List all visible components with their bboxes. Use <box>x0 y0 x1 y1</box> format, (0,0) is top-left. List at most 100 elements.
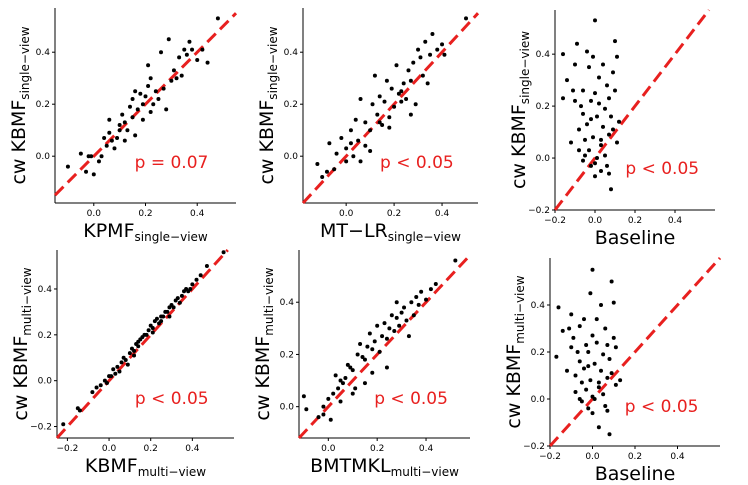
data-point <box>148 76 153 81</box>
data-point <box>428 287 433 292</box>
y-tick-label: 0.0 <box>36 152 51 162</box>
data-point <box>573 62 577 67</box>
data-point <box>440 42 445 47</box>
data-point <box>406 68 411 73</box>
x-tick-label: 0.4 <box>190 209 205 219</box>
data-point <box>332 167 337 172</box>
data-point <box>569 140 573 145</box>
data-point <box>589 163 593 168</box>
data-point <box>65 164 70 169</box>
x-tick-label: 0.2 <box>387 209 401 219</box>
data-point <box>351 154 356 159</box>
data-point <box>355 352 360 357</box>
data-point <box>109 138 114 143</box>
data-point <box>617 119 621 124</box>
data-point <box>348 128 353 133</box>
x-tick-label: 0.0 <box>87 209 102 219</box>
data-point <box>117 128 122 133</box>
data-point <box>601 352 606 357</box>
data-point <box>425 81 430 86</box>
data-point <box>167 314 172 319</box>
data-point <box>159 319 164 324</box>
data-point <box>368 149 373 153</box>
data-point <box>582 317 586 322</box>
data-point <box>591 135 595 140</box>
data-point <box>384 336 389 341</box>
data-point <box>596 425 601 430</box>
data-point <box>611 335 616 340</box>
data-point <box>464 16 469 21</box>
y-tick-label: 0.2 <box>284 100 298 110</box>
data-point <box>188 286 193 291</box>
data-point <box>150 330 155 335</box>
data-point <box>143 94 148 99</box>
data-point <box>560 328 565 333</box>
data-point <box>115 364 120 369</box>
data-point <box>392 104 397 109</box>
data-point <box>304 407 309 412</box>
data-point <box>424 297 429 302</box>
x-tick-label: −0.2 <box>544 216 566 226</box>
data-point <box>588 291 593 296</box>
data-point <box>363 120 368 125</box>
data-point <box>324 169 329 174</box>
data-point <box>442 52 447 57</box>
data-point <box>389 86 394 91</box>
y-tick-label: 0.0 <box>280 403 295 413</box>
data-point <box>148 110 153 114</box>
data-point <box>571 335 576 340</box>
data-point <box>605 375 610 380</box>
subplot-3: −0.2 0.0 0.2 0.4 −0.2 0.0 0.2 0.4 p < 0.05 Baseli… <box>508 9 715 249</box>
data-point <box>577 324 582 329</box>
data-point <box>599 368 603 373</box>
data-point <box>338 399 343 404</box>
data-point <box>132 353 137 358</box>
y-axis-label: cw KBMFmulti−view <box>252 267 276 420</box>
data-point <box>609 187 613 192</box>
data-point <box>435 47 440 52</box>
data-point <box>370 347 375 352</box>
data-point <box>348 365 353 370</box>
data-point <box>136 339 141 344</box>
y-tick-label: 0.4 <box>531 301 546 311</box>
data-point <box>581 88 585 93</box>
data-point <box>594 317 599 322</box>
data-point <box>567 326 572 331</box>
x-axis-label: Baseline <box>595 227 676 249</box>
y-tick-label: 0.2 <box>38 331 52 341</box>
data-point <box>596 380 601 385</box>
data-point <box>127 351 132 356</box>
data-point <box>360 355 365 360</box>
data-point <box>589 117 593 122</box>
data-point <box>156 97 161 101</box>
data-point <box>340 381 345 386</box>
y-tick-label: 0.4 <box>38 285 53 295</box>
data-point <box>198 273 203 278</box>
data-point <box>599 169 603 174</box>
data-point <box>90 390 95 395</box>
p-value-annotation: p < 0.05 <box>625 397 699 417</box>
data-point <box>348 141 353 146</box>
data-point <box>362 381 367 386</box>
data-point <box>146 328 151 333</box>
data-point <box>336 386 341 391</box>
data-point <box>194 277 199 282</box>
data-point <box>408 78 413 83</box>
data-point <box>613 382 618 387</box>
data-point <box>433 281 438 286</box>
data-point <box>133 89 138 94</box>
data-point <box>77 408 82 413</box>
y-tick-label: 0.4 <box>36 48 51 58</box>
data-point <box>344 159 349 164</box>
data-point <box>590 411 595 416</box>
data-point <box>96 159 101 164</box>
y-axis-label: cw KBMFsingle−view <box>256 26 280 184</box>
data-point <box>136 344 141 349</box>
y-tick-label: −0.2 <box>528 206 550 216</box>
data-point <box>569 345 574 350</box>
data-point <box>413 102 418 107</box>
data-point <box>595 156 599 161</box>
p-value-annotation: p < 0.05 <box>135 389 209 409</box>
data-point <box>102 136 107 140</box>
x-tick-label: 0.2 <box>628 452 642 462</box>
